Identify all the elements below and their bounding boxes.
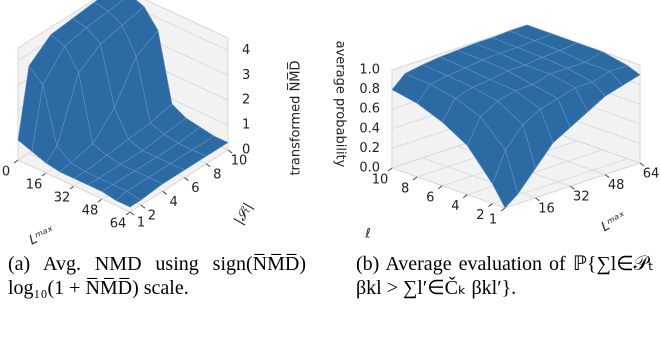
x-tick-label: 10 (372, 173, 389, 188)
x-tick-label: 8 (401, 181, 409, 196)
x-tick-label: 16 (26, 178, 43, 193)
y-tick-label: 64 (643, 167, 660, 182)
axis-label: Lᵐᵃˣ (27, 224, 57, 249)
tick-mark (535, 197, 540, 202)
z-tick-label: 1 (242, 118, 250, 133)
x-tick-label: 32 (54, 191, 71, 206)
z-tick-label: 4 (242, 43, 250, 58)
z-tick-label: 0.4 (359, 121, 380, 136)
x-tick-label: 64 (110, 217, 127, 232)
z-tick-label: 0.6 (359, 102, 380, 117)
tick-mark (639, 162, 645, 167)
tick-mark (500, 207, 506, 212)
tick-mark (129, 211, 135, 216)
grid-line (17, 159, 131, 213)
y-tick-label: 2 (148, 209, 156, 224)
axis-label: transformed N̅M̅D̅ (287, 60, 303, 175)
caption: (a) Avg. NMD using sign(N̅M̅D̅) log₁₀(1 … (8, 253, 306, 299)
x-tick-label: 48 (82, 204, 99, 219)
axis-label: Lᵐᵃˣ (599, 209, 629, 235)
x-tick-label: 2 (476, 208, 484, 223)
z-tick-label: 1.0 (359, 63, 380, 78)
tick-mark (570, 185, 575, 190)
z-tick-label: 3 (242, 68, 250, 83)
tick-mark (387, 167, 393, 172)
z-tick-label: 0.0 (359, 161, 380, 176)
tick-mark (125, 211, 131, 216)
tick-mark (488, 203, 493, 207)
tick-mark (13, 159, 19, 164)
y-tick-label: 10 (231, 154, 248, 169)
tick-mark (604, 174, 610, 179)
grid-line (129, 149, 229, 213)
grid-line (504, 162, 641, 209)
y-tick-label: 4 (170, 195, 178, 210)
z-tick-label: 2 (242, 93, 250, 108)
y-tick-label: 1 (137, 216, 145, 231)
grid-line (467, 149, 603, 196)
y-tick-label: 6 (191, 181, 199, 196)
y-tick-label: 16 (538, 201, 555, 216)
axis-label: average probability (333, 41, 348, 168)
tick-mark (412, 176, 418, 181)
y-tick-label: 8 (213, 167, 221, 182)
tick-mark (162, 190, 167, 195)
caption: (b) Average evaluation of ℙ{∑l∈𝒫ₜ βkl > … (356, 253, 654, 299)
tick-mark (437, 185, 443, 190)
surface-patch (492, 149, 519, 209)
y-tick-label: 48 (608, 178, 625, 193)
tick-mark (140, 204, 146, 209)
z-tick-label: 0.2 (359, 141, 380, 156)
tick-mark (97, 198, 103, 203)
x-tick-label: 6 (426, 190, 434, 205)
surface-patch (115, 190, 142, 208)
tick-mark (41, 172, 47, 177)
x-tick-label: 0 (2, 165, 10, 180)
y-tick-label: 32 (573, 190, 590, 205)
tick-mark (463, 194, 468, 199)
axis-label: |𝓢ₜ| (232, 200, 256, 227)
x-tick-label: 1 (489, 213, 497, 228)
tick-mark (205, 163, 211, 168)
axis-label: ℓ (364, 227, 370, 242)
tick-mark (184, 177, 189, 181)
x-tick-label: 4 (451, 199, 459, 214)
z-tick-label: 0 (242, 143, 250, 158)
z-tick-label: 0.8 (359, 82, 380, 97)
tick-mark (227, 149, 233, 154)
tick-mark (69, 185, 75, 190)
